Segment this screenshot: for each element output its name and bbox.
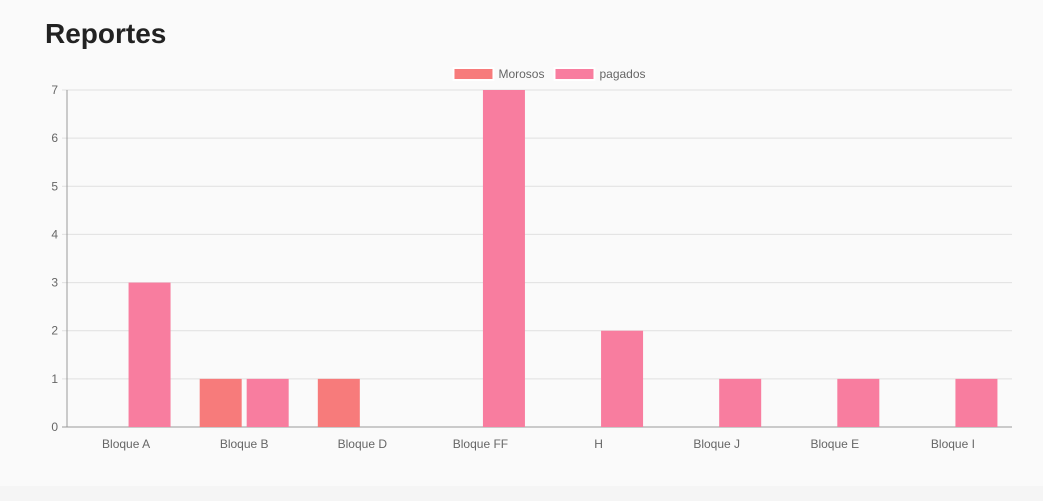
bar-morosos[interactable] [199,378,242,427]
y-tick-label: 7 [51,83,58,97]
bar-morosos[interactable] [317,378,360,427]
x-category-label: Bloque FF [453,437,508,451]
y-tick-label: 4 [51,227,58,241]
x-category-label: Bloque B [220,437,269,451]
y-tick-label: 5 [51,179,58,193]
bar-pagados[interactable] [246,378,289,427]
bar-pagados[interactable] [719,378,762,427]
report-card: Reportes 0 1 2 3 4 5 6 7 Bloque A Bloque B Bloque … [45,18,1012,451]
x-category-label: Bloque I [931,437,975,451]
legend-swatch-pagados[interactable] [553,67,596,81]
bar-pagados[interactable] [837,378,880,427]
legend-swatch-morosos[interactable] [452,67,495,81]
legend-label-morosos[interactable]: Morosos [498,67,544,81]
x-category-label: Bloque J [693,437,740,451]
bar-pagados[interactable] [601,330,644,427]
x-category-label: Bloque E [810,437,859,451]
y-tick-label: 1 [51,372,58,386]
y-tick-label: 3 [51,276,58,290]
y-tick-label: 2 [51,324,58,338]
bar-pagados[interactable] [955,378,998,427]
x-category-label: H [594,437,603,451]
bar-pagados[interactable] [128,282,171,427]
y-tick-label: 0 [51,420,58,434]
legend-label-pagados[interactable]: pagados [599,67,645,81]
x-category-label: Bloque A [102,437,150,451]
bar-pagados[interactable] [482,90,525,427]
y-tick-label: 6 [51,131,58,145]
x-category-label: Bloque D [338,437,388,451]
page-title: Reportes [45,18,167,49]
bar-chart: 0 1 2 3 4 5 6 7 Bloque A Bloque B Bloque D Bloque F… [51,67,1012,451]
